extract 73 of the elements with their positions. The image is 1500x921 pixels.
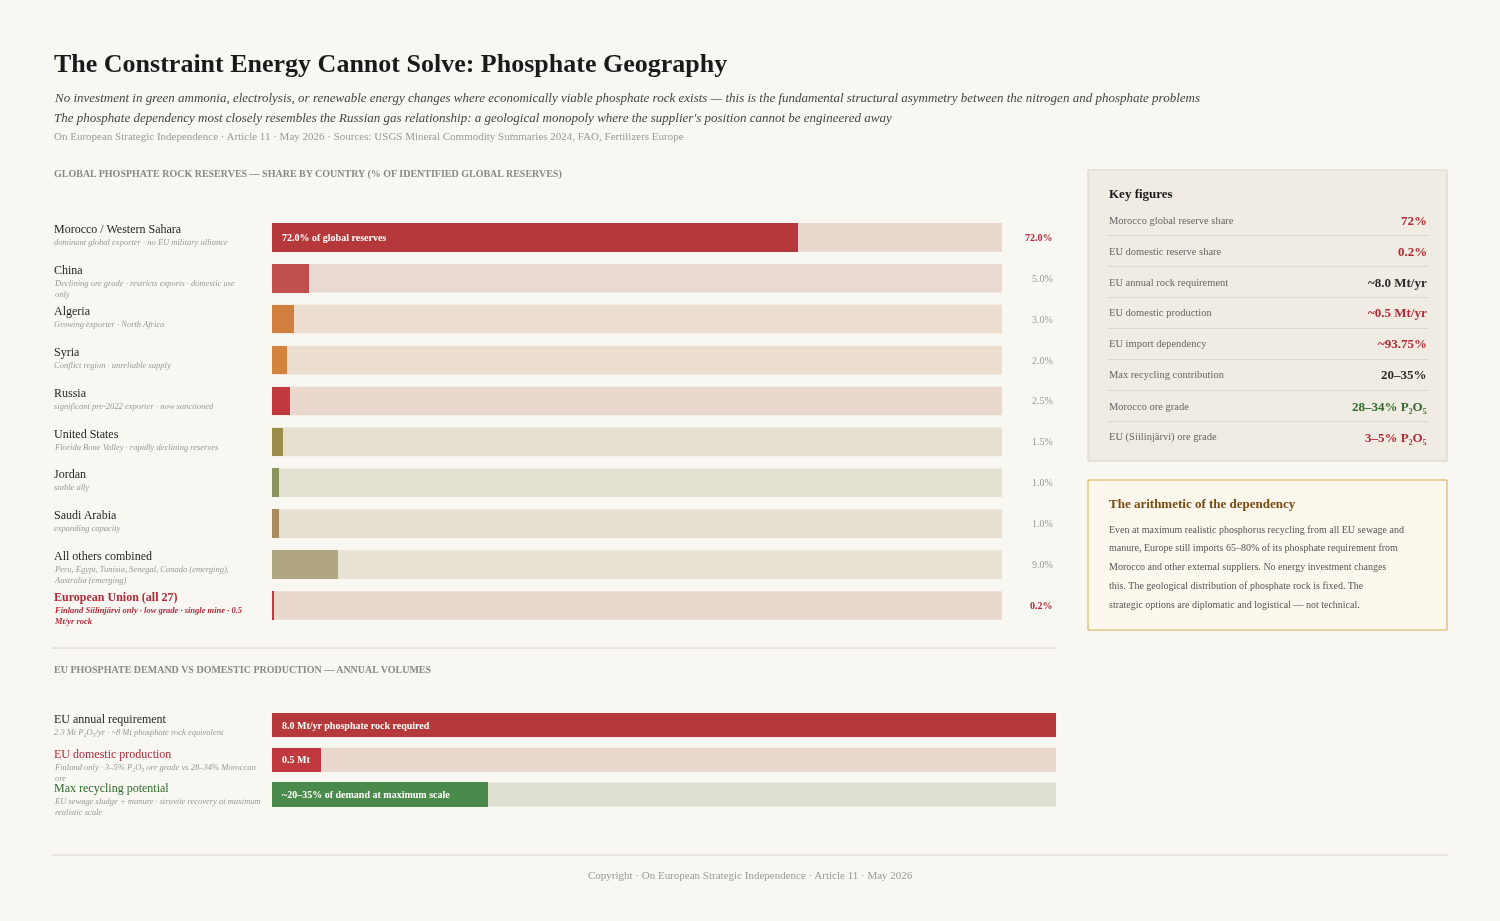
text: 20–35% <box>1381 367 1427 382</box>
y-tick-label: Algeria <box>54 304 91 318</box>
text: Copyright · On European Strategic Independence · Article 11 · May 2026 <box>588 869 913 881</box>
data-label: 0.5 Mt <box>282 754 311 765</box>
text: Finland Siilinjärvi only · low grade · single mine · 0.5 Mt/yr rock <box>54 605 243 627</box>
y-tick-label: China <box>54 263 84 277</box>
bar <box>272 264 309 293</box>
y-tick-label: European Union (all 27) <box>54 590 178 604</box>
data-label: 1.5% <box>1032 436 1053 447</box>
text: Florida Bone Valley · rapidly declining reserves <box>54 442 219 452</box>
data-label: 1.0% <box>1032 477 1053 488</box>
text: dominant global exporter · no EU military alliance <box>54 237 228 247</box>
y-tick-label: Max recycling potential <box>54 781 170 795</box>
text: Peru, Egypt, Tunisia, Senegal, Canada (emerging), Australia (emerging) <box>54 564 229 586</box>
text: Key figures <box>1109 186 1173 201</box>
data-label: 2.5% <box>1032 395 1053 406</box>
y-tick-label: Morocco / Western Sahara <box>54 222 182 236</box>
y-tick-label: Saudi Arabia <box>54 508 117 522</box>
y-tick-label: Russia <box>54 386 87 400</box>
text: EU import dependency <box>1109 338 1208 349</box>
text: Max recycling contribution <box>1109 369 1225 380</box>
text: EU domestic reserve share <box>1109 246 1222 257</box>
y-tick-label: EU annual requirement <box>54 712 167 726</box>
bar <box>272 509 279 538</box>
text: stable ally <box>54 482 90 492</box>
data-label: 72.0% <box>1025 232 1053 243</box>
text: 2.3 Mt P₂O₅/yr · ~8 Mt phosphate rock equivalent <box>54 727 224 737</box>
text: Growing exporter · North Africa <box>54 319 165 329</box>
text: ~8.0 Mt/yr <box>1368 275 1427 290</box>
text: On European Strategic Independence · Article 11 · May 2026 · Sources: USGS Mineral Commodity Summaries 2024, FAO, Fertilizers Europe <box>54 130 684 142</box>
text: Morocco ore grade <box>1109 401 1190 412</box>
text: expanding capacity <box>54 523 121 533</box>
text: EU sewage sludge + manure · struvite recovery at maximum realistic scale <box>54 796 261 818</box>
text: Conflict region · unreliable supply <box>54 360 171 370</box>
chart-title: EU PHOSPHATE DEMAND VS DOMESTIC PRODUCTION — ANNUAL VOLUMES <box>54 664 432 675</box>
bar <box>272 550 338 579</box>
data-label: 8.0 Mt/yr phosphate rock required <box>282 720 430 731</box>
text: The arithmetic of the dependency <box>1109 496 1296 511</box>
chart-title: GLOBAL PHOSPHATE ROCK RESERVES — SHARE BY COUNTRY (% OF IDENTIFIED GLOBAL RESERVES) <box>54 168 562 180</box>
data-label: 1.0% <box>1032 518 1053 529</box>
y-tick-label: United States <box>54 427 119 441</box>
bar <box>272 428 283 456</box>
text: No investment in green ammonia, electrolysis, or renewable energy changes where economically viable phosphate rock exists — this is the fundamental structural asymmetry between the nitrogen and phosphate problems The phosphate dependency most closely resembles the Russian gas relationship: a geological monopoly where the supplier's position cannot be engineered away <box>54 90 1200 125</box>
text: EU (Siilinjärvi) ore grade <box>1109 431 1217 443</box>
annotation: 72.0% of global reserves <box>282 232 387 243</box>
bar <box>272 346 287 374</box>
bar <box>272 305 294 333</box>
y-tick-label: Jordan <box>54 467 86 481</box>
text: 0.2% <box>1398 244 1428 259</box>
text: 28–34% P₂O₅ <box>1352 399 1427 414</box>
text: Morocco global reserve share <box>1109 215 1234 226</box>
y-tick-label: All others combined <box>54 549 152 563</box>
text: EU annual rock requirement <box>1109 277 1229 288</box>
text: significant pre-2022 exporter · now sanctioned <box>54 401 215 411</box>
text: EU domestic production <box>1109 307 1213 318</box>
text: ~93.75% <box>1378 336 1428 351</box>
text: The Constraint Energy Cannot Solve: Phosphate Geography <box>54 49 728 78</box>
data-label: 9.0% <box>1032 559 1053 570</box>
bar <box>272 468 279 497</box>
data-label: 3.0% <box>1032 314 1053 325</box>
text: 72% <box>1401 213 1427 228</box>
data-label: 2.0% <box>1032 355 1053 366</box>
text: Declining ore grade · restricts exports · domestic use only <box>54 278 235 300</box>
bar <box>272 387 290 415</box>
y-tick-label: Syria <box>54 345 80 359</box>
data-label: 0.2% <box>1030 600 1053 611</box>
text: ~0.5 Mt/yr <box>1368 305 1427 320</box>
text: 3–5% P₂O₅ <box>1365 430 1427 445</box>
data-label: 5.0% <box>1032 273 1053 284</box>
y-tick-label: EU domestic production <box>54 747 172 761</box>
annotation: ~20–35% of demand at maximum scale <box>282 789 451 800</box>
text: Finland only · 3–5% P₂O₅ ore grade vs 28–34% Moroccan ore <box>54 762 256 784</box>
text: Even at maximum realistic phosphorus recycling from all EU sewage and manure, Europe still imports 65–80% of its phosphate requirement from Morocco and other external suppliers. No energy investment changes this. The geological distribution of phosphate rock is fixed. The strategic options are diplomatic and logistical — not technical. <box>1109 524 1404 610</box>
